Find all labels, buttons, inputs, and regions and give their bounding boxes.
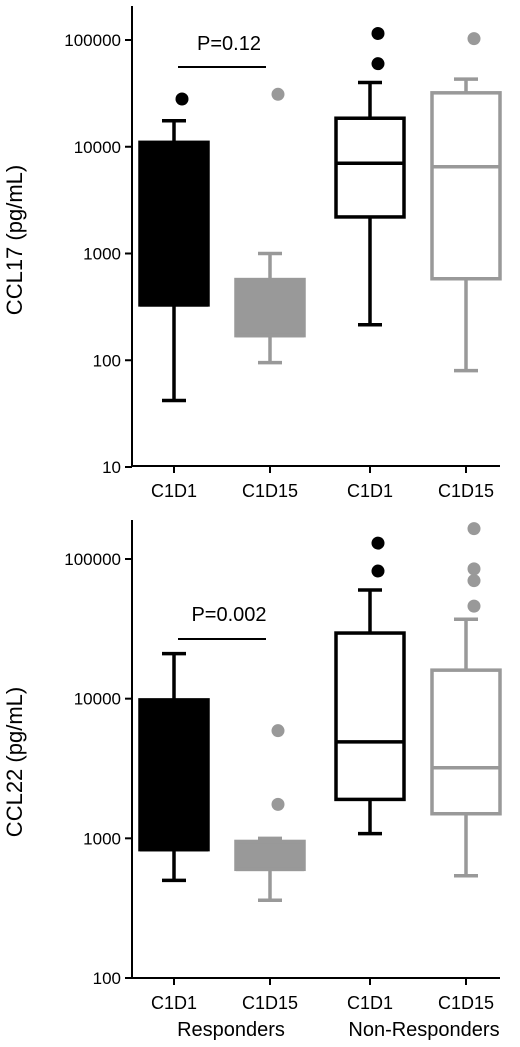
ccl17-box-4 xyxy=(430,32,502,373)
ccl22-box-2 xyxy=(234,724,306,903)
ccl22-y-tick-label: 100000 xyxy=(64,550,121,569)
iqr-box xyxy=(334,631,406,802)
outlier-point xyxy=(371,27,385,41)
ccl22-panel: CCL22 (pg/mL) P=0.002 100 1000 10000 100000… xyxy=(2,520,502,1013)
ccl17-box-2 xyxy=(234,87,306,365)
outlier-point xyxy=(467,574,481,588)
ccl22-y-tick-label: 10000 xyxy=(74,690,121,709)
outlier-point xyxy=(271,724,285,738)
ccl22-box-4 xyxy=(430,522,502,878)
iqr-box xyxy=(334,116,406,219)
ccl17-y-tick-label: 100000 xyxy=(64,31,121,50)
outlier-point xyxy=(371,536,385,550)
outlier-point xyxy=(467,32,481,46)
outlier-point xyxy=(467,599,481,613)
ccl17-box-1 xyxy=(138,92,210,403)
ccl22-y-axis-label: CCL22 (pg/mL) xyxy=(2,687,27,837)
ccl22-box-1 xyxy=(138,651,210,883)
iqr-box xyxy=(234,277,306,338)
ccl22-y-tick-label: 100 xyxy=(93,969,121,988)
ccl22-category-label: C1D15 xyxy=(438,993,494,1013)
ccl22-y-tick-label: 1000 xyxy=(83,829,121,848)
ccl17-panel: CCL17 (pg/mL) P=0.12 10 100 1000 10000 10000… xyxy=(2,6,502,501)
iqr-box xyxy=(138,698,210,852)
ccl17-y-tick-label: 10 xyxy=(102,458,121,477)
ccl22-category-label: C1D1 xyxy=(151,993,197,1013)
outlier-point xyxy=(175,92,189,106)
outlier-point xyxy=(467,562,481,576)
group-label-responders: Responders xyxy=(177,1019,285,1041)
ccl22-p-value-annotation: P=0.002 xyxy=(191,604,266,626)
ccl22-category-label: C1D15 xyxy=(242,993,298,1013)
ccl17-category-label: C1D15 xyxy=(242,481,298,501)
ccl17-y-axis-label: CCL17 (pg/mL) xyxy=(2,165,27,315)
outlier-point xyxy=(467,522,481,536)
ccl17-y-tick-label: 1000 xyxy=(83,245,121,264)
group-label-non-responders: Non-Responders xyxy=(348,1019,499,1041)
iqr-box xyxy=(234,839,306,872)
outlier-point xyxy=(371,57,385,71)
ccl22-category-label: C1D1 xyxy=(347,993,393,1013)
ccl17-category-label: C1D1 xyxy=(151,481,197,501)
iqr-box xyxy=(430,668,502,816)
iqr-box xyxy=(138,140,210,307)
ccl17-y-tick-label: 100 xyxy=(93,351,121,370)
ccl22-box-3 xyxy=(334,536,406,836)
outlier-point xyxy=(371,564,385,578)
ccl17-category-label: C1D1 xyxy=(347,481,393,501)
ccl17-p-value-annotation: P=0.12 xyxy=(197,33,261,55)
ccl17-category-label: C1D15 xyxy=(438,481,494,501)
ccl17-y-tick-label: 10000 xyxy=(74,138,121,157)
iqr-box xyxy=(430,91,502,281)
outlier-point xyxy=(271,87,285,101)
outlier-point xyxy=(271,797,285,811)
ccl17-box-3 xyxy=(334,27,406,327)
